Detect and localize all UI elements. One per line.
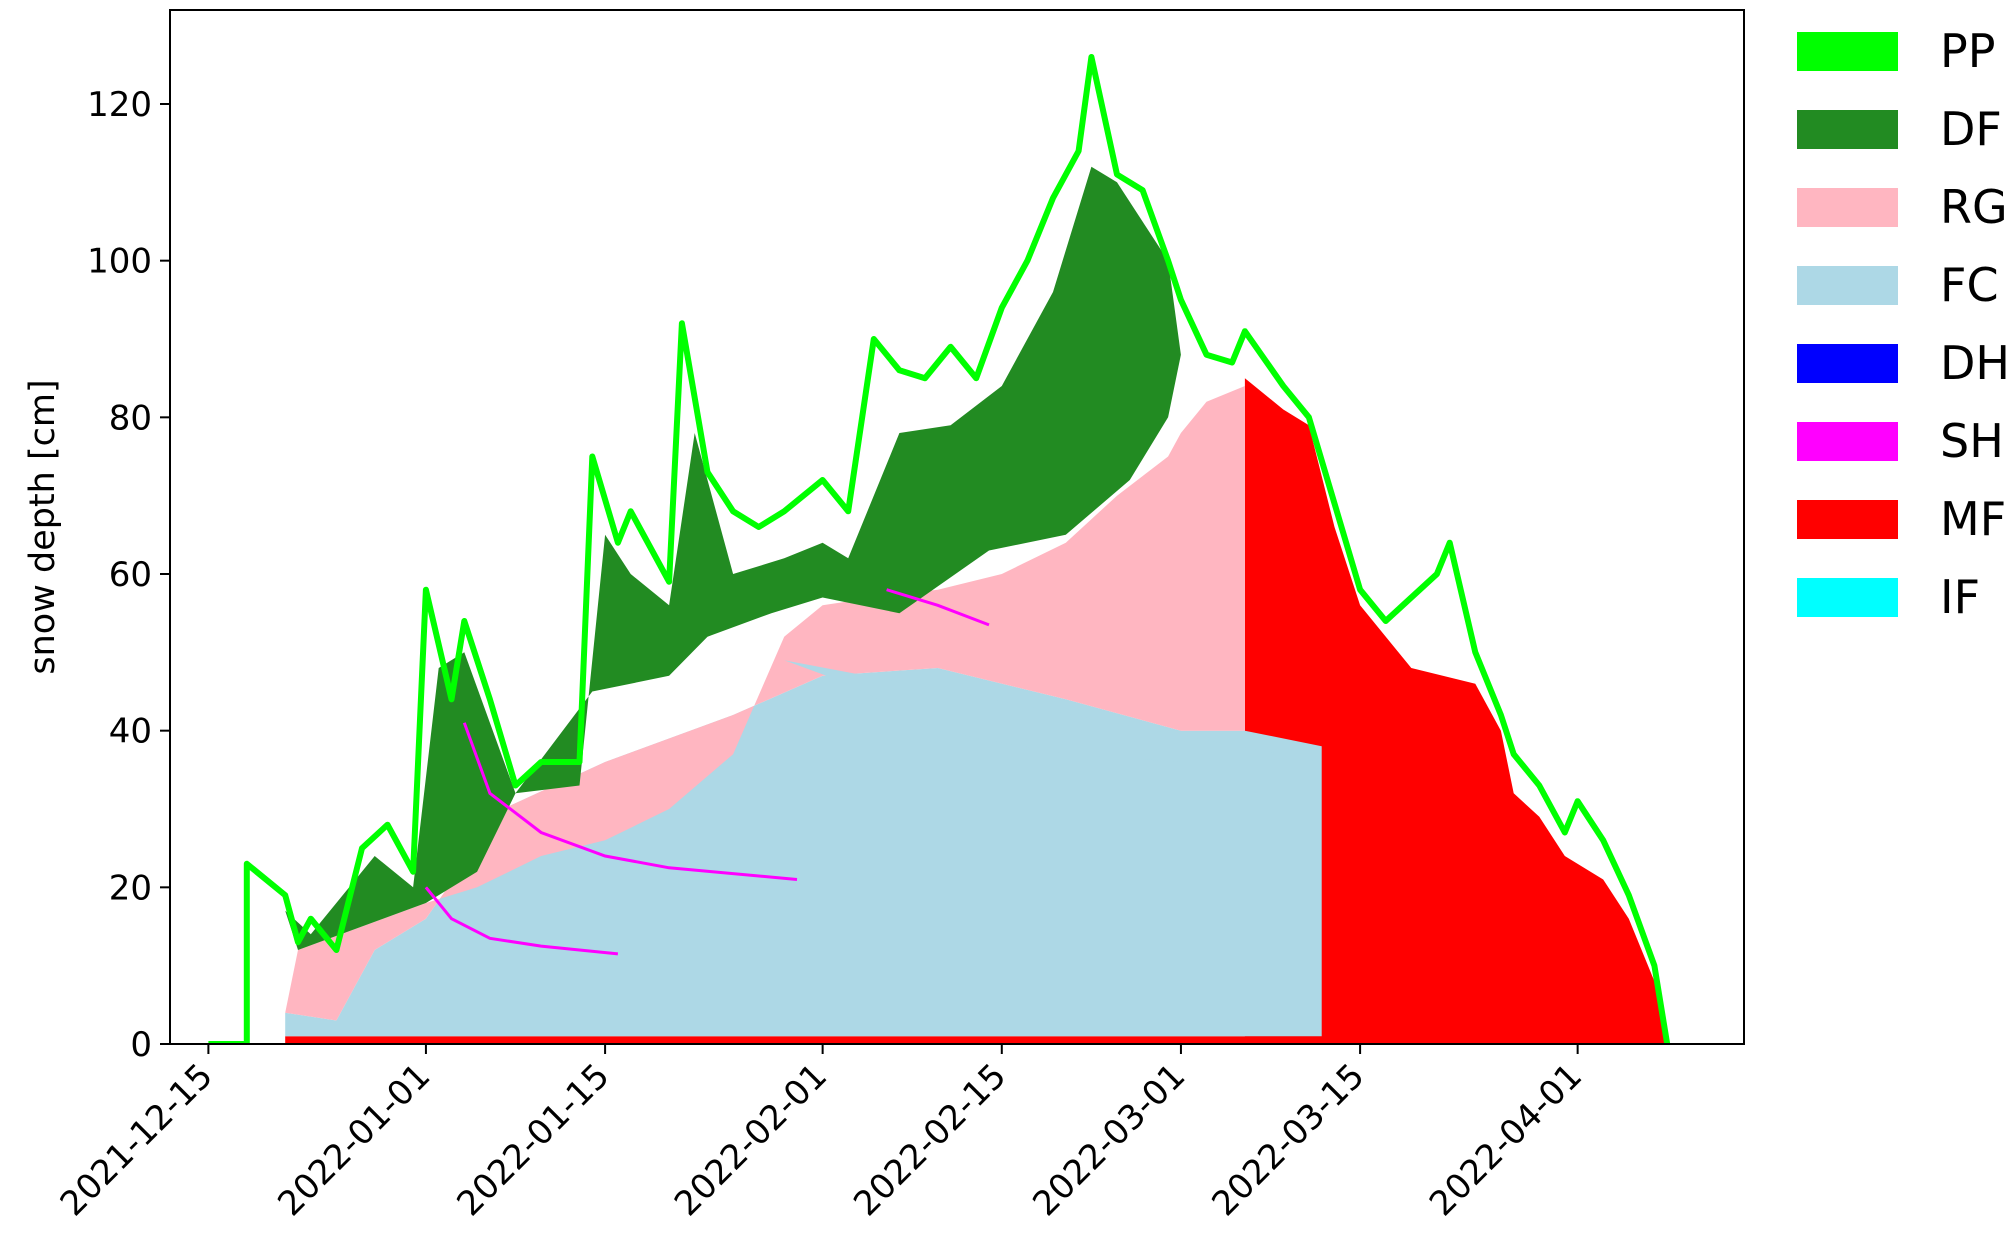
layer-rg-area (285, 386, 1245, 1021)
legend-label-sh: SH (1940, 414, 2004, 468)
legend-swatch-pp (1797, 32, 1898, 71)
legend-label-rg: RG (1940, 180, 2008, 234)
legend-label-df: DF (1940, 102, 2002, 156)
y-tick-label: 80 (109, 398, 152, 438)
legend: PP DF RG FC DH SH MF IF (1797, 24, 2010, 624)
legend-label-mf: MF (1940, 492, 2006, 546)
x-tick-label: 2022-04-01 (1422, 1056, 1590, 1224)
y-tick-label: 100 (87, 242, 152, 282)
legend-swatch-dh (1797, 344, 1898, 383)
legend-swatch-rg (1797, 188, 1898, 227)
x-tick-label: 2022-03-01 (1025, 1056, 1193, 1224)
legend-swatch-fc (1797, 266, 1898, 305)
plot-area (208, 54, 1671, 1044)
legend-swatch-sh (1797, 422, 1898, 461)
legend-label-dh: DH (1940, 336, 2010, 390)
layer-fc-area (285, 668, 1322, 1037)
x-tick-label: 2022-03-15 (1204, 1056, 1372, 1224)
legend-label-pp: PP (1940, 24, 1995, 78)
legend-swatch-mf (1797, 500, 1898, 539)
legend-swatch-if (1797, 578, 1898, 617)
y-tick-label: 0 (130, 1025, 152, 1065)
layer-sh-line (462, 722, 798, 881)
x-tick-label: 2022-01-01 (270, 1056, 438, 1224)
legend-label-fc: FC (1940, 258, 1999, 312)
x-tick-label: 2022-01-15 (449, 1056, 617, 1224)
y-tick-label: 20 (109, 868, 152, 908)
layer-sh-line (424, 886, 619, 956)
x-axis: 2021-12-15 2022-01-01 2022-01-15 2022-02-01… (53, 1044, 1590, 1224)
y-axis: 0 20 40 60 80 100 120 (87, 85, 170, 1065)
layer-pp-surface (208, 54, 1671, 1044)
y-tick-label: 60 (109, 555, 152, 595)
y-tick-label: 120 (87, 85, 152, 125)
legend-swatch-df (1797, 110, 1898, 149)
x-tick-label: 2022-02-15 (846, 1056, 1014, 1224)
plot-frame (169, 9, 1745, 1045)
legend-label-if: IF (1940, 570, 1980, 624)
layer-sh-line (886, 588, 990, 627)
x-tick-label: 2022-02-01 (667, 1056, 835, 1224)
y-axis-title: snow depth [cm] (23, 379, 63, 674)
x-tick-label: 2021-12-15 (53, 1056, 221, 1224)
layer-fc-area (784, 660, 1322, 762)
layer-df-area (259, 166, 1181, 1044)
y-tick-label: 40 (109, 712, 152, 752)
